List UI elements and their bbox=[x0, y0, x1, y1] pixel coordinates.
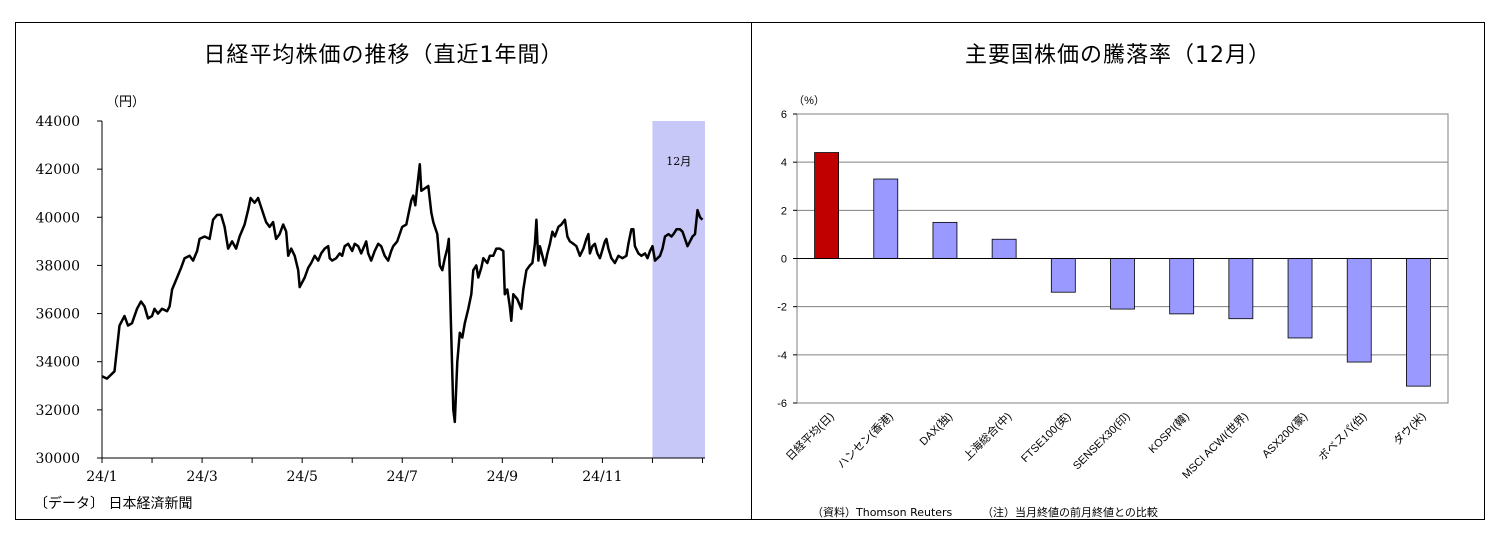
nikkei-source: 〔データ〕 日本経済新聞 bbox=[34, 496, 193, 512]
x-tick-label: 24/11 bbox=[582, 469, 622, 485]
global-bar-chart: -6 -4 -2 0 2 4 6 （%） 日経平均(日)ハンセン(香港) DAX(独) 上海総合(中… bbox=[777, 94, 1449, 481]
category-label: ASX200(豪) bbox=[1259, 409, 1310, 460]
nikkei-panel: 日経平均株価の推移（直近1年間） 12月 30000 32000 34000 36000… bbox=[15, 22, 752, 520]
nikkei-chart-title: 日経平均株価の推移（直近1年間） bbox=[203, 43, 564, 68]
y-axis-unit: （円） bbox=[106, 95, 145, 110]
y-tick-label: 32000 bbox=[35, 403, 80, 419]
x-tick-label: 24/3 bbox=[186, 469, 217, 485]
y-tick-label: 40000 bbox=[35, 210, 80, 226]
y-tick-label: 6 bbox=[781, 109, 787, 121]
category-label: 上海総合(中) bbox=[960, 409, 1014, 463]
category-label: 日経平均(日) bbox=[783, 410, 836, 463]
category-label: DAX(独) bbox=[917, 410, 955, 448]
x-tick-label: 24/5 bbox=[286, 469, 317, 485]
bar bbox=[1346, 258, 1372, 363]
bar bbox=[991, 238, 1017, 259]
bar bbox=[932, 221, 958, 259]
nikkei-line-chart: 12月 30000 32000 34000 36000 38000 40000 42000 44… bbox=[35, 95, 705, 485]
bar bbox=[1228, 258, 1254, 320]
y-tick-label: -4 bbox=[777, 350, 787, 362]
global-stocks-panel: 主要国株価の騰落率（12月） -6 -4 -2 0 2 4 6 （%） 日経平均(日) ハンセン(… bbox=[751, 22, 1485, 520]
y-tick-label: -2 bbox=[777, 302, 787, 314]
bar bbox=[1050, 258, 1076, 293]
december-shading-label: 12月 bbox=[666, 155, 691, 168]
y-tick-label: 34000 bbox=[35, 355, 80, 371]
global-chart-title: 主要国株価の騰落率（12月） bbox=[965, 43, 1271, 68]
y-tick-label: -6 bbox=[777, 398, 787, 410]
y-tick-label: 36000 bbox=[35, 307, 80, 323]
category-label: ダウ(米) bbox=[1390, 409, 1428, 447]
global-note: （注）当月終値の前月終値との比較 bbox=[982, 506, 1158, 519]
bar bbox=[873, 178, 899, 259]
y-tick-label: 0 bbox=[781, 254, 787, 266]
y-tick-label: 30000 bbox=[35, 451, 80, 467]
bar bbox=[1406, 258, 1431, 387]
category-label: KOSPI(韓) bbox=[1146, 410, 1192, 456]
x-tick-label: 24/1 bbox=[86, 469, 117, 485]
category-label: FTSE100(英) bbox=[1018, 409, 1074, 465]
x-tick-label: 24/9 bbox=[487, 469, 518, 485]
y-tick-label: 2 bbox=[781, 205, 787, 217]
bar bbox=[1110, 258, 1135, 310]
y-tick-label: 42000 bbox=[35, 162, 80, 178]
bar bbox=[1169, 258, 1195, 315]
nikkei-series-line bbox=[101, 163, 704, 424]
december-shading bbox=[652, 121, 705, 458]
y-tick-label: 4 bbox=[781, 157, 787, 169]
x-tick-label: 24/7 bbox=[387, 469, 418, 485]
global-source: （資料）Thomson Reuters bbox=[812, 506, 953, 519]
category-label: SENSEX30(印) bbox=[1070, 410, 1132, 472]
category-label: ボベスパ(伯) bbox=[1315, 409, 1369, 463]
y-tick-label: 38000 bbox=[35, 258, 80, 274]
bar bbox=[814, 152, 839, 259]
y-axis-unit: （%） bbox=[793, 94, 825, 107]
bar bbox=[1287, 258, 1313, 339]
y-tick-label: 44000 bbox=[35, 114, 80, 130]
category-label: ハンセン(香港) bbox=[835, 410, 896, 471]
